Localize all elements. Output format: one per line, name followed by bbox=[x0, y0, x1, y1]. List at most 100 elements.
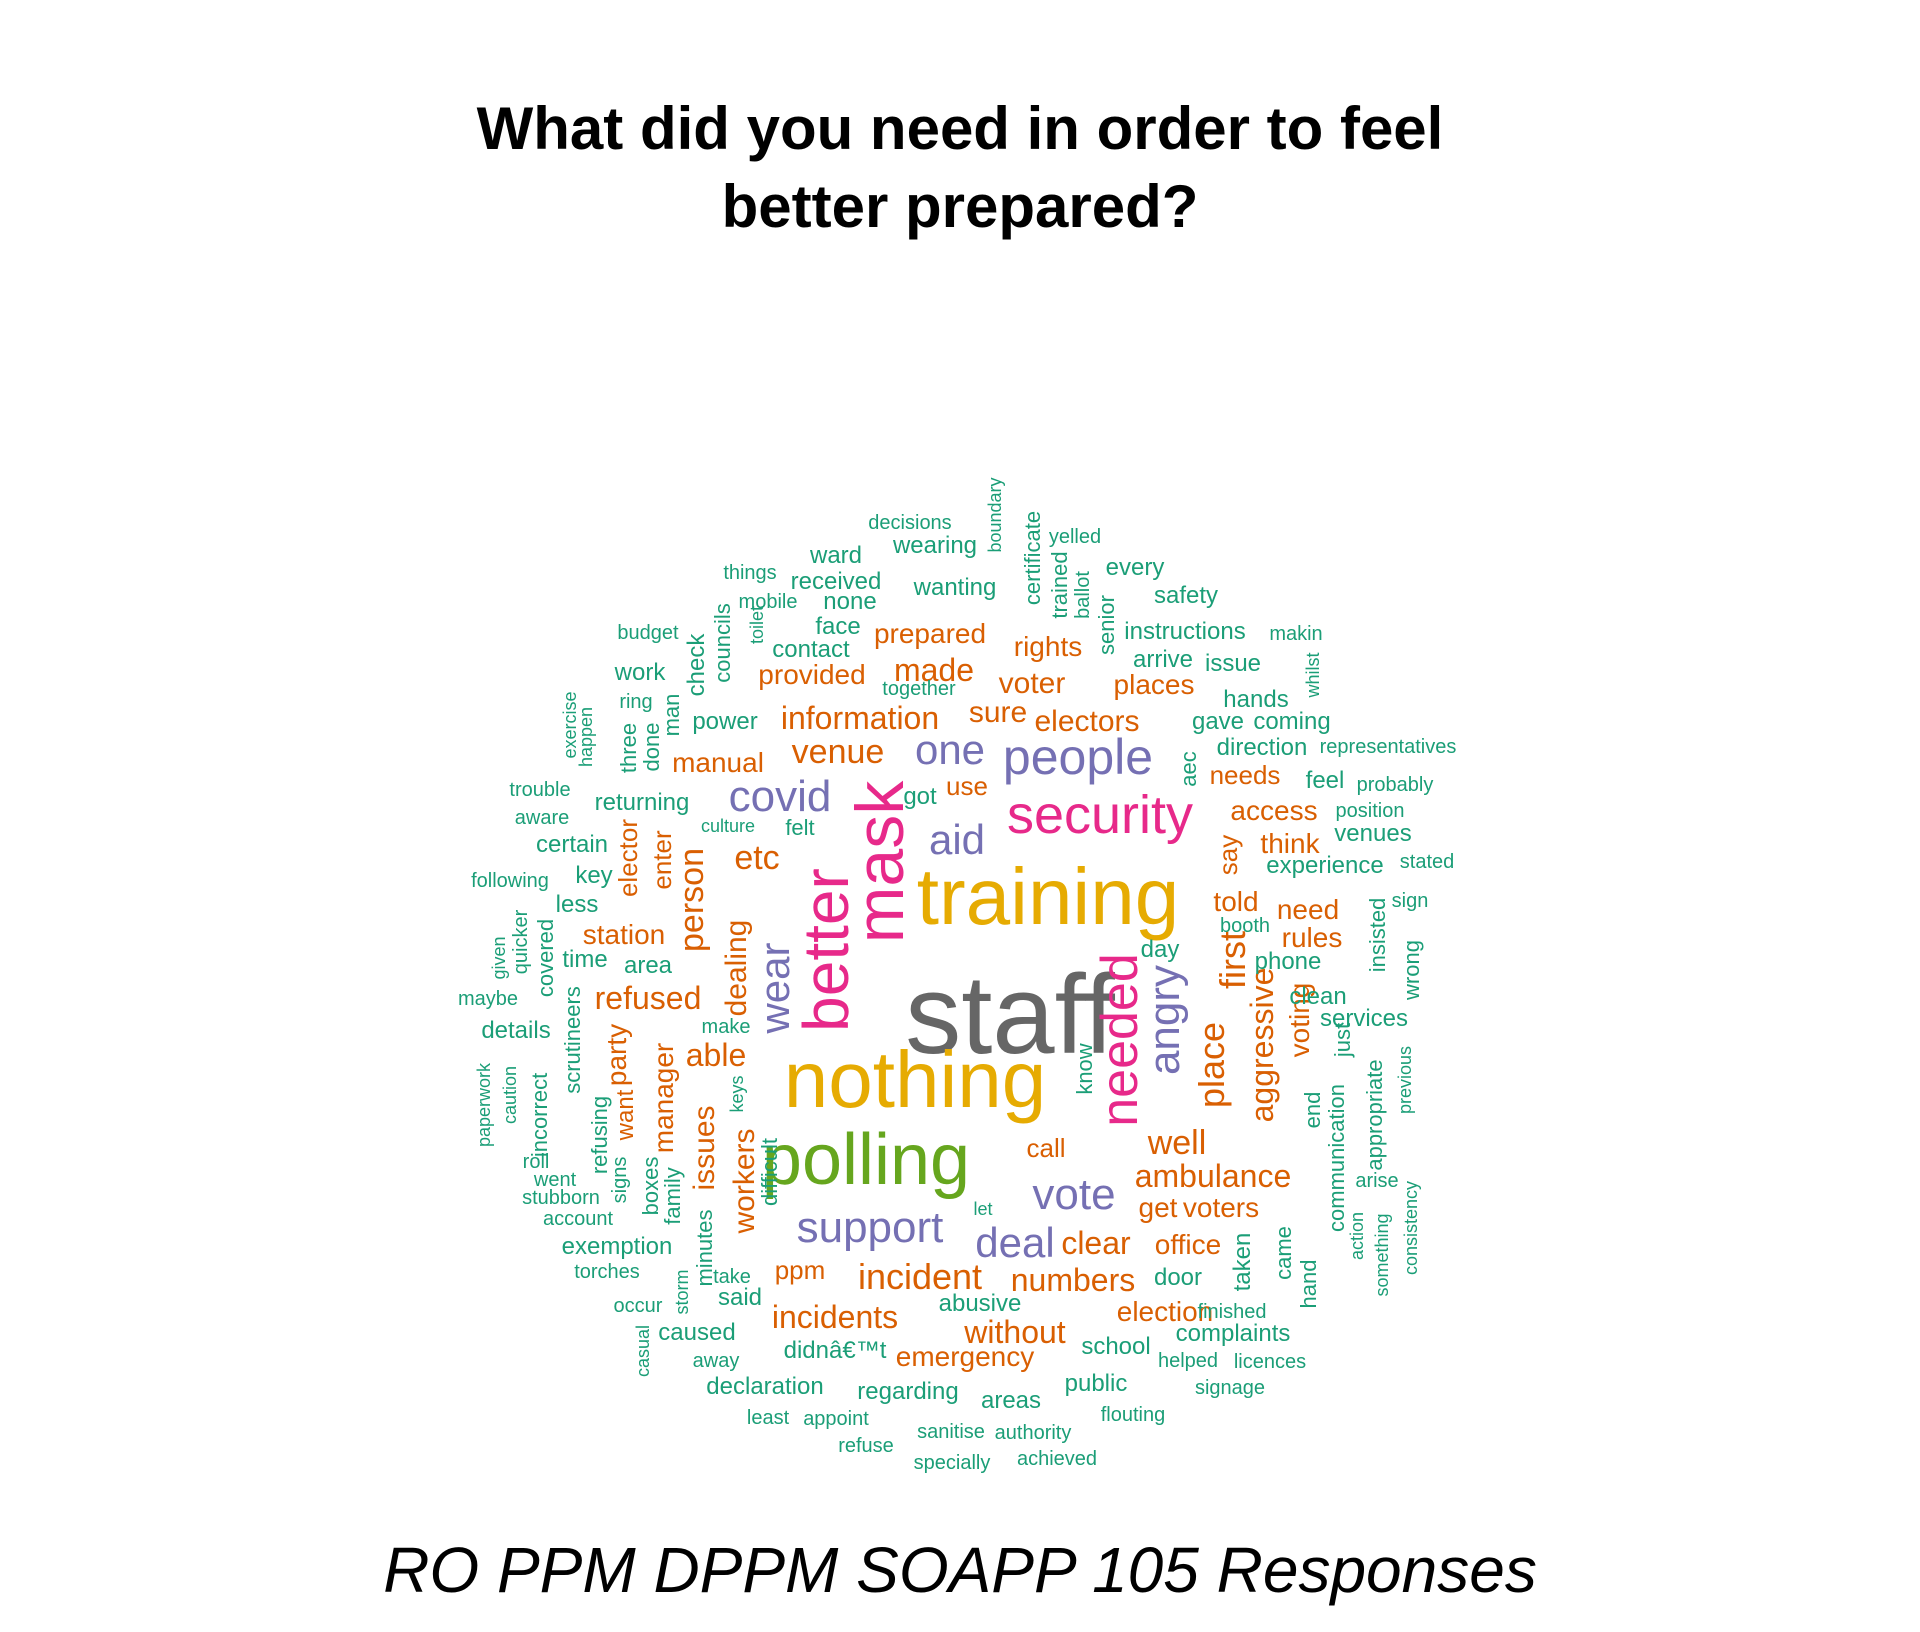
word: workers bbox=[728, 1128, 761, 1234]
word: communication bbox=[1324, 1084, 1349, 1232]
word: elector bbox=[613, 818, 643, 898]
word: manager bbox=[648, 1042, 679, 1154]
word: signs bbox=[609, 1156, 631, 1204]
word: nothing bbox=[783, 1035, 1047, 1124]
word: venues bbox=[1334, 820, 1412, 847]
word: given bbox=[489, 936, 509, 980]
word: face bbox=[815, 613, 861, 640]
word: incorrect bbox=[527, 1072, 552, 1158]
word: position bbox=[1335, 800, 1405, 822]
word: scrutineers bbox=[560, 986, 585, 1094]
word: together bbox=[882, 678, 956, 700]
word: taken bbox=[1229, 1232, 1256, 1292]
word: feel bbox=[1305, 767, 1345, 794]
word: vote bbox=[1032, 1170, 1116, 1219]
word: get bbox=[1138, 1192, 1178, 1223]
word: issue bbox=[1204, 650, 1262, 677]
word: refused bbox=[594, 980, 702, 1016]
word: issues bbox=[688, 1105, 721, 1191]
word: time bbox=[562, 946, 608, 973]
word: appropriate bbox=[1362, 1059, 1387, 1171]
word: want bbox=[612, 1089, 639, 1141]
word: away bbox=[692, 1350, 740, 1372]
word: access bbox=[1230, 795, 1318, 826]
word: incidents bbox=[771, 1299, 899, 1335]
word: deal bbox=[975, 1219, 1055, 1266]
word: without bbox=[964, 1314, 1066, 1350]
word: done bbox=[639, 722, 664, 772]
word: numbers bbox=[1010, 1262, 1136, 1298]
word: action bbox=[1347, 1211, 1367, 1261]
word: party bbox=[601, 1023, 632, 1087]
word: trained bbox=[1047, 551, 1072, 619]
word: hand bbox=[1296, 1259, 1321, 1309]
word: declaration bbox=[706, 1373, 824, 1400]
word: happen bbox=[576, 706, 596, 768]
word: mobile bbox=[738, 591, 798, 613]
chart-title-line-2: better prepared? bbox=[721, 173, 1199, 240]
word: think bbox=[1260, 828, 1320, 859]
word: rules bbox=[1281, 922, 1343, 953]
word: wearing bbox=[892, 532, 978, 559]
word: caution bbox=[500, 1065, 520, 1125]
word: direction bbox=[1216, 734, 1308, 761]
word: training bbox=[916, 852, 1180, 941]
word: covered bbox=[533, 918, 558, 998]
word: none bbox=[823, 588, 877, 615]
word: achieved bbox=[1016, 1448, 1098, 1470]
word: let bbox=[973, 1199, 993, 1219]
word: whilst bbox=[1303, 652, 1323, 698]
word: day bbox=[1140, 936, 1180, 963]
word: better bbox=[790, 868, 862, 1032]
word: returning bbox=[594, 789, 690, 816]
word: trouble bbox=[509, 779, 571, 801]
word: maybe bbox=[457, 988, 519, 1010]
word: came bbox=[1271, 1226, 1296, 1280]
word: take bbox=[713, 1266, 751, 1288]
word: insisted bbox=[1365, 897, 1390, 973]
word: makin bbox=[1269, 623, 1323, 645]
word: flouting bbox=[1100, 1404, 1166, 1426]
word: helped bbox=[1157, 1350, 1219, 1372]
word: aware bbox=[514, 807, 570, 829]
word: wear bbox=[751, 942, 798, 1034]
word: abusive bbox=[938, 1290, 1022, 1317]
word: covid bbox=[728, 772, 832, 821]
word: arrive bbox=[1132, 646, 1194, 673]
word: occur bbox=[613, 1295, 663, 1317]
word: etc bbox=[734, 839, 780, 877]
word: something bbox=[1372, 1213, 1392, 1297]
word: office bbox=[1154, 1229, 1222, 1260]
word: toilet bbox=[747, 605, 767, 645]
word: needs bbox=[1209, 760, 1281, 790]
word: voter bbox=[998, 667, 1066, 700]
word: went bbox=[533, 1169, 577, 1191]
word: stated bbox=[1399, 851, 1455, 873]
word: aec bbox=[1176, 751, 1201, 787]
word: appoint bbox=[803, 1408, 869, 1430]
word: station bbox=[582, 919, 666, 950]
word: finished bbox=[1197, 1301, 1267, 1323]
word: senior bbox=[1094, 595, 1119, 655]
word: clear bbox=[1061, 1225, 1131, 1261]
word: contact bbox=[772, 636, 850, 663]
word: hands bbox=[1223, 686, 1289, 713]
word: keys bbox=[727, 1075, 747, 1113]
word: probably bbox=[1356, 774, 1434, 796]
word: areas bbox=[980, 1387, 1042, 1414]
word: gave bbox=[1191, 708, 1245, 735]
word: less bbox=[555, 891, 599, 918]
word: aid bbox=[928, 816, 986, 863]
word: door bbox=[1153, 1264, 1203, 1291]
word: paperwork bbox=[474, 1062, 494, 1148]
word: electors bbox=[1034, 705, 1140, 738]
word: needed bbox=[1091, 953, 1149, 1127]
word: said bbox=[717, 1284, 763, 1311]
word: wrong bbox=[1399, 940, 1424, 1000]
word: ppm bbox=[774, 1255, 826, 1285]
word: emergency bbox=[895, 1341, 1035, 1372]
word: sanitise bbox=[917, 1421, 985, 1443]
word: specially bbox=[913, 1452, 991, 1474]
word: make bbox=[701, 1016, 751, 1038]
word: every bbox=[1105, 554, 1165, 581]
